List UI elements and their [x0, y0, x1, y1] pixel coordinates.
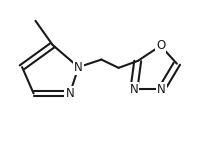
Text: O: O	[156, 39, 165, 52]
Text: N: N	[65, 87, 74, 100]
Text: N: N	[157, 83, 166, 96]
Text: N: N	[74, 61, 83, 74]
Text: N: N	[130, 83, 138, 96]
